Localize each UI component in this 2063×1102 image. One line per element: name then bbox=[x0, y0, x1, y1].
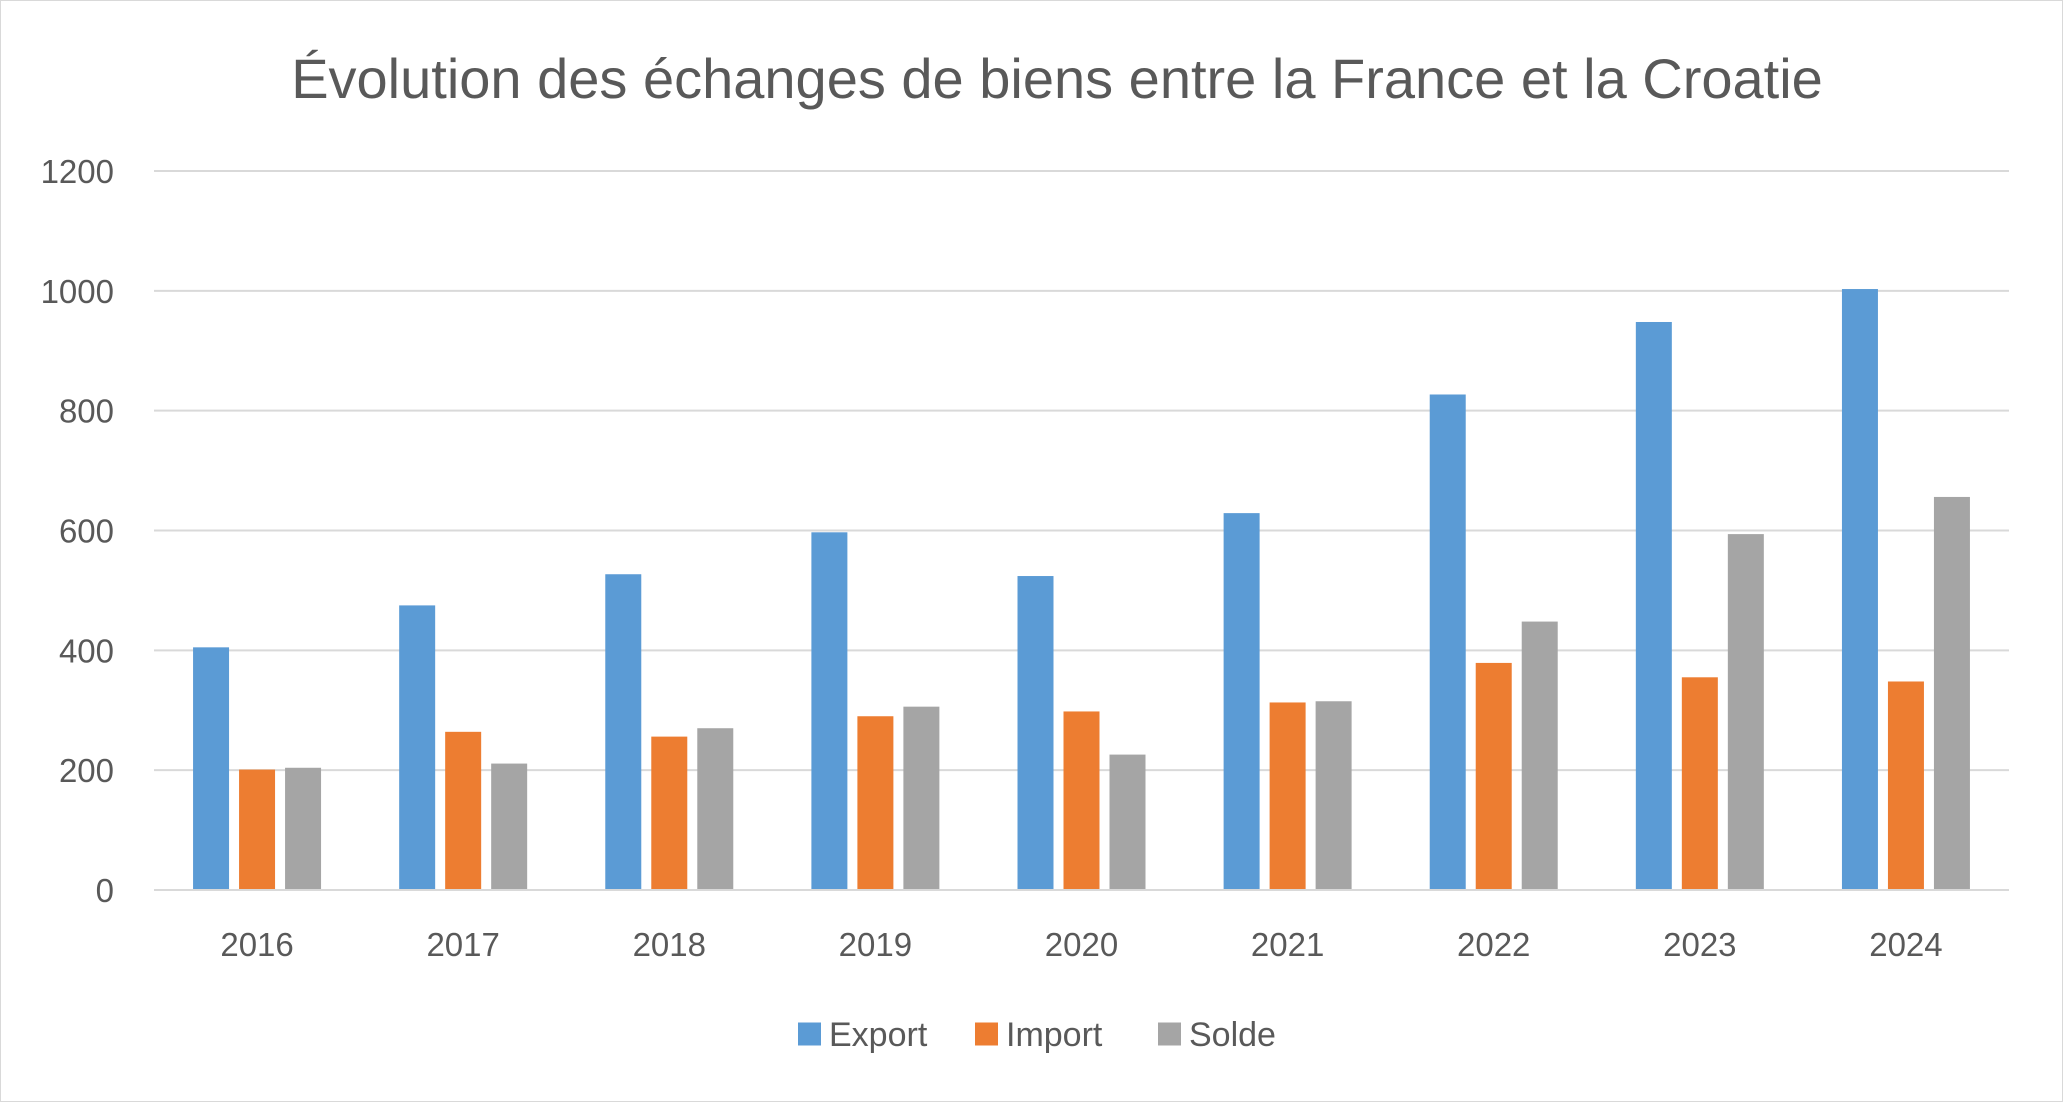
bar-solde-2021 bbox=[1315, 701, 1352, 890]
bar-export-2019 bbox=[811, 532, 848, 890]
bars bbox=[154, 289, 2009, 891]
x-tick-label: 2018 bbox=[633, 926, 706, 963]
bar-export-2016 bbox=[193, 647, 230, 890]
x-tick-label: 2020 bbox=[1045, 926, 1118, 963]
bar-export-2020 bbox=[1017, 576, 1054, 890]
bar-export-2017 bbox=[399, 605, 436, 890]
y-tick-label: 400 bbox=[59, 632, 114, 669]
bar-import-2024 bbox=[1887, 681, 1924, 890]
bar-import-2022 bbox=[1475, 662, 1512, 890]
legend-swatch-solde bbox=[1158, 1022, 1181, 1046]
y-tick-label: 200 bbox=[59, 752, 114, 789]
bar-solde-2016 bbox=[285, 767, 322, 890]
bar-import-2020 bbox=[1063, 711, 1100, 890]
x-tick-label: 2023 bbox=[1663, 926, 1736, 963]
y-tick-label: 0 bbox=[96, 872, 114, 909]
legend-label-export: Export bbox=[829, 1016, 928, 1054]
y-tick-label: 1200 bbox=[41, 153, 114, 190]
bar-import-2019 bbox=[857, 716, 894, 890]
bar-solde-2018 bbox=[697, 728, 734, 890]
y-tick-label: 600 bbox=[59, 513, 114, 550]
legend-swatch-export bbox=[798, 1022, 821, 1046]
bar-solde-2017 bbox=[491, 763, 528, 890]
x-axis-tick-labels: 2016 2017 2018 2019 2020 2021 2022 2023 2024 bbox=[220, 926, 1942, 963]
x-tick-label: 2021 bbox=[1251, 926, 1324, 963]
bar-solde-2019 bbox=[903, 706, 940, 890]
legend: Export Import Solde bbox=[798, 1016, 1276, 1054]
y-axis-tick-labels: 0 200 400 600 800 1000 1200 bbox=[41, 153, 114, 909]
y-tick-label: 800 bbox=[59, 393, 114, 430]
x-tick-label: 2019 bbox=[839, 926, 912, 963]
bar-solde-2023 bbox=[1727, 534, 1764, 890]
legend-label-solde: Solde bbox=[1189, 1016, 1276, 1054]
bar-export-2018 bbox=[605, 574, 642, 890]
bar-import-2023 bbox=[1681, 677, 1718, 890]
bar-solde-2022 bbox=[1521, 621, 1558, 890]
bar-import-2016 bbox=[239, 769, 276, 890]
x-tick-label: 2022 bbox=[1457, 926, 1530, 963]
bar-import-2018 bbox=[651, 736, 688, 890]
bar-export-2024 bbox=[1841, 289, 1878, 890]
chart-title: Évolution des échanges de biens entre la… bbox=[291, 47, 1823, 110]
bar-import-2017 bbox=[445, 731, 482, 890]
bar-import-2021 bbox=[1269, 702, 1306, 890]
bar-solde-2024 bbox=[1933, 496, 1970, 890]
bar-export-2021 bbox=[1223, 513, 1260, 890]
legend-label-import: Import bbox=[1006, 1016, 1103, 1054]
bar-export-2023 bbox=[1635, 321, 1672, 890]
x-tick-label: 2017 bbox=[426, 926, 499, 963]
x-tick-label: 2024 bbox=[1869, 926, 1942, 963]
x-tick-label: 2016 bbox=[220, 926, 293, 963]
y-tick-label: 1000 bbox=[41, 273, 114, 310]
bar-export-2022 bbox=[1429, 394, 1466, 890]
legend-swatch-import bbox=[975, 1022, 998, 1046]
bar-solde-2020 bbox=[1109, 754, 1146, 890]
